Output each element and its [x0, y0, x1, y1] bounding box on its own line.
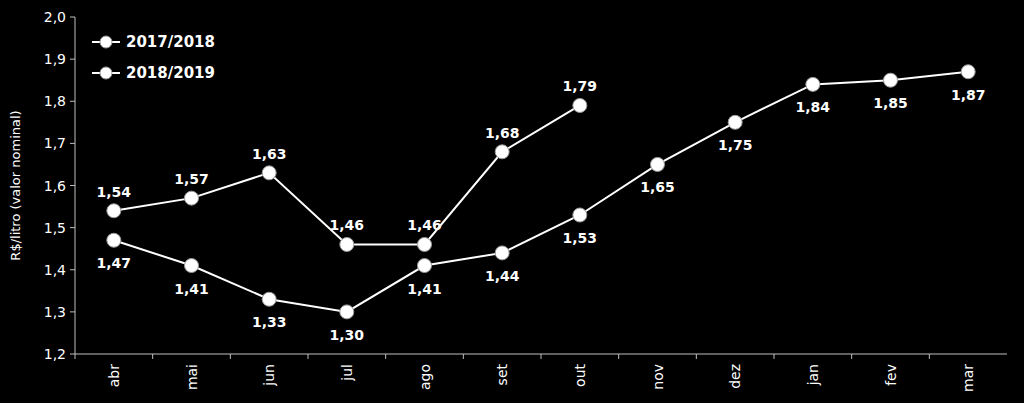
y-tick	[70, 227, 75, 228]
y-tick-label: 1,4	[44, 262, 66, 278]
series-marker	[961, 65, 975, 79]
series-marker	[262, 166, 276, 180]
series-marker	[806, 77, 820, 91]
x-tick-label: mai	[184, 364, 200, 390]
x-tick-label: jul	[339, 364, 355, 382]
data-label: 1,79	[563, 78, 598, 94]
x-tick	[152, 354, 153, 359]
x-tick	[541, 354, 542, 359]
series-marker	[728, 115, 742, 129]
y-tick-label: 1,5	[44, 220, 66, 236]
x-tick	[618, 354, 619, 359]
y-tick-label: 1,2	[44, 346, 66, 362]
x-tick-label: mar	[960, 364, 976, 392]
y-tick-label: 1,7	[44, 135, 66, 151]
x-tick	[385, 354, 386, 359]
x-tick-label: out	[572, 363, 588, 386]
data-label: 1,47	[97, 255, 132, 271]
x-tick	[463, 354, 464, 359]
y-tick-label: 1,3	[44, 304, 66, 320]
data-label: 1,46	[330, 217, 365, 233]
plot-area	[107, 65, 975, 319]
series-marker	[185, 191, 199, 205]
series-marker	[495, 145, 509, 159]
data-label: 1,85	[873, 95, 908, 111]
series-marker	[107, 233, 121, 247]
x-tick	[851, 354, 852, 359]
background	[0, 0, 1024, 403]
legend-marker	[100, 67, 112, 79]
x-tick-label: abr	[106, 364, 122, 387]
legend-label: 2018/2019	[126, 64, 215, 82]
data-label: 1,30	[330, 327, 365, 343]
data-label: 1,57	[174, 171, 209, 187]
chart-svg: 1,2 1,3 1,4 1,5 1,6 1,7 1,8 1,9 2,0 abr mai jun jul a…	[0, 0, 1024, 403]
data-label: 1,87	[951, 87, 986, 103]
y-tick-label: 1,6	[44, 178, 66, 194]
data-label: 1,65	[640, 179, 675, 195]
series-line	[114, 72, 968, 312]
series-marker	[418, 237, 432, 251]
x-tick-label: ago	[417, 364, 433, 390]
data-label: 1,68	[485, 125, 520, 141]
x-tick	[75, 354, 76, 359]
series-marker	[262, 292, 276, 306]
data-label: 1,46	[407, 217, 442, 233]
y-tick	[70, 311, 75, 312]
data-label: 1,53	[563, 230, 598, 246]
y-tick-label: 2,0	[44, 9, 66, 25]
series-marker	[340, 237, 354, 251]
legend: 2017/2018 2018/2019	[92, 33, 215, 82]
series-line	[114, 105, 580, 244]
data-label: 1,41	[407, 281, 442, 297]
series-marker	[495, 246, 509, 260]
x-tick-label: dez	[727, 364, 743, 389]
x-tick-label: jun	[261, 364, 277, 387]
series-marker	[573, 208, 587, 222]
data-label: 1,33	[252, 314, 287, 330]
series-marker	[185, 259, 199, 273]
x-tick	[308, 354, 309, 359]
data-labels: 1,47 1,41 1,33 1,30 1,41 1,44 1,53 1,65 1,75 1,84…	[97, 78, 986, 342]
series-marker	[418, 259, 432, 273]
y-tick	[70, 354, 75, 355]
y-tick	[70, 269, 75, 270]
y-tick	[70, 185, 75, 186]
series-marker	[573, 98, 587, 112]
y-tick	[70, 143, 75, 144]
data-label: 1,63	[252, 146, 287, 162]
data-label: 1,84	[796, 99, 831, 115]
chart-container: 1,2 1,3 1,4 1,5 1,6 1,7 1,8 1,9 2,0 abr mai jun jul a…	[0, 0, 1024, 403]
x-tick-label: nov	[650, 364, 666, 390]
y-tick	[70, 101, 75, 102]
legend-marker	[100, 36, 112, 48]
data-label: 1,44	[485, 268, 520, 284]
data-label: 1,41	[174, 281, 209, 297]
data-label: 1,54	[97, 184, 132, 200]
series-marker	[884, 73, 898, 87]
y-tick-label: 1,8	[44, 93, 66, 109]
y-tick	[70, 17, 75, 18]
x-tick-label: jan	[805, 364, 821, 386]
x-tick	[230, 354, 231, 359]
x-tick	[696, 354, 697, 359]
y-axis-label: R$/litro (valor nominal)	[8, 110, 23, 260]
x-tick	[929, 354, 930, 359]
y-tick	[70, 59, 75, 60]
data-label: 1,75	[718, 137, 753, 153]
x-tick-label: set	[494, 363, 510, 385]
x-tick	[774, 354, 775, 359]
legend-label: 2017/2018	[126, 33, 215, 51]
y-tick-label: 1,9	[44, 51, 66, 67]
x-tick-label: fev	[883, 364, 899, 386]
series-marker	[107, 204, 121, 218]
series-marker	[340, 305, 354, 319]
series-marker	[651, 157, 665, 171]
